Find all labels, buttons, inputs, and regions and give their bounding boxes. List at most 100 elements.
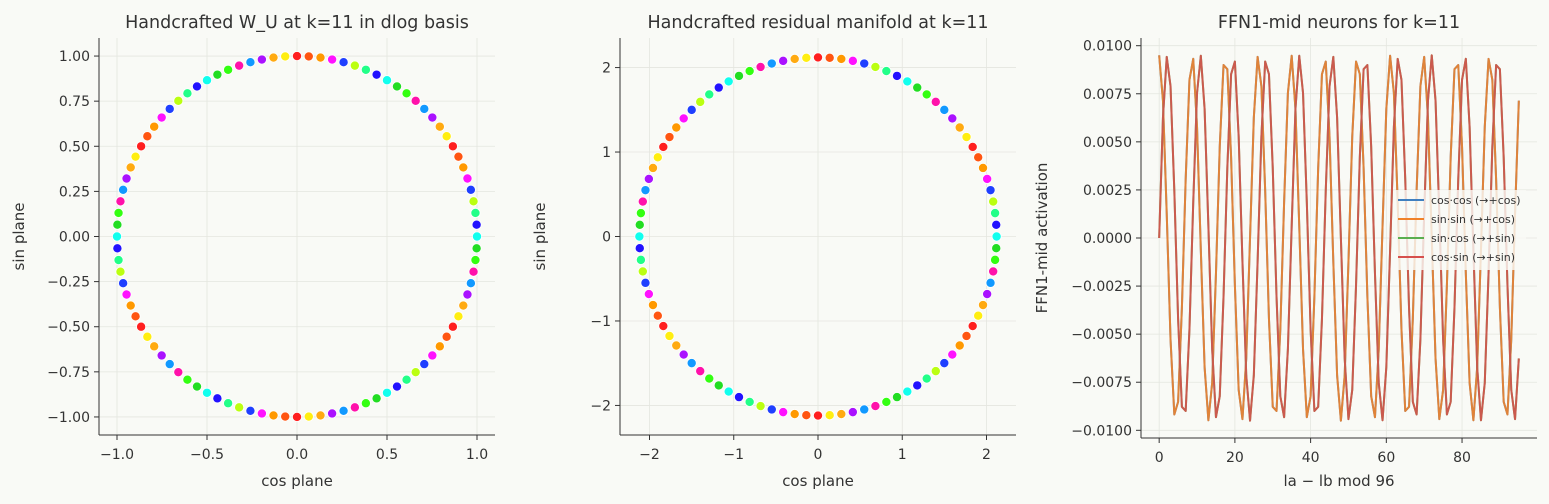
scatter-point bbox=[453, 151, 464, 162]
scatter-point bbox=[813, 410, 824, 421]
scatter-point bbox=[671, 122, 682, 133]
scatter-point bbox=[902, 386, 913, 397]
y-axis-label: sin plane bbox=[531, 203, 549, 271]
y-tick-label: −0.50 bbox=[47, 320, 90, 336]
scatter-point bbox=[836, 53, 847, 64]
scatter-point bbox=[664, 330, 675, 341]
scatter-point bbox=[991, 231, 1002, 242]
y-tick-label: 0 bbox=[602, 230, 611, 246]
scatter-point bbox=[637, 266, 648, 277]
scatter-point bbox=[634, 243, 645, 254]
scatter-point bbox=[447, 321, 458, 332]
scatter-point bbox=[268, 52, 279, 63]
scatter-point bbox=[471, 219, 482, 230]
scatter-point bbox=[671, 340, 682, 351]
scatter-point bbox=[635, 254, 646, 265]
scatter-point bbox=[156, 350, 167, 361]
y-tick-label: 0.25 bbox=[59, 184, 90, 200]
scatter-point bbox=[766, 404, 777, 415]
scatter-point bbox=[223, 398, 234, 409]
scatter-point bbox=[789, 409, 800, 420]
y-tick-label: 1.00 bbox=[59, 49, 90, 65]
scatter-point bbox=[349, 60, 360, 71]
scatter-point bbox=[113, 207, 124, 218]
x-tick-label: 2 bbox=[982, 447, 991, 463]
scatter-point bbox=[723, 386, 734, 397]
scatter-point bbox=[112, 231, 123, 242]
scatter-point bbox=[156, 112, 167, 123]
scatter-point bbox=[234, 60, 245, 71]
scatter-point bbox=[462, 289, 473, 300]
scatter-point bbox=[982, 289, 993, 300]
scatter-point bbox=[280, 51, 291, 62]
scatter-point bbox=[410, 367, 421, 378]
y-tick-label: 2 bbox=[602, 61, 611, 77]
scatter-point bbox=[121, 173, 132, 184]
scatter-point bbox=[967, 321, 978, 332]
scatter-point bbox=[113, 255, 124, 266]
scatter-point bbox=[182, 88, 193, 99]
scatter-point bbox=[990, 254, 1001, 265]
scatter-point bbox=[130, 311, 141, 322]
scatter-point bbox=[801, 410, 812, 421]
y-axis-label: FFN1-mid activation bbox=[1033, 163, 1051, 314]
scatter-point bbox=[912, 380, 923, 391]
scatter-point bbox=[115, 196, 126, 207]
chart-title: Handcrafted W_U at k=11 in dlog basis bbox=[125, 13, 469, 33]
scatter-point bbox=[836, 409, 847, 420]
scatter-point bbox=[973, 310, 984, 321]
x-axis-label: la − lb mod 96 bbox=[1283, 472, 1394, 490]
scatter-point bbox=[112, 243, 123, 254]
scatter-point bbox=[427, 112, 438, 123]
scatter-point bbox=[245, 57, 256, 68]
scatter-point bbox=[635, 208, 646, 219]
x-tick-label: 60 bbox=[1377, 450, 1395, 466]
scatter-point bbox=[991, 219, 1002, 230]
x-tick-label: 1.0 bbox=[466, 447, 488, 463]
scatter-point bbox=[801, 52, 812, 63]
scatter-point bbox=[427, 350, 438, 361]
scatter-point bbox=[652, 310, 663, 321]
scatter-point bbox=[212, 393, 223, 404]
x-tick-label: 0.5 bbox=[376, 447, 398, 463]
scatter-point bbox=[256, 408, 267, 419]
x-tick-label: −0.5 bbox=[190, 447, 224, 463]
scatter-point bbox=[470, 207, 481, 218]
scatter-point bbox=[268, 410, 279, 421]
scatter-point bbox=[921, 89, 932, 100]
panel-1: −1.0 −0.5 0.0 0.5 1.0 −1.00 −0.75 −0.50 −0.25 0.0… bbox=[10, 13, 495, 490]
y-tick-label: −0.0075 bbox=[1071, 375, 1132, 391]
scatter-point bbox=[381, 75, 392, 86]
scatter-point bbox=[142, 331, 153, 342]
scatter-point bbox=[303, 51, 314, 62]
scatter-point bbox=[392, 381, 403, 392]
scatter-point bbox=[142, 131, 153, 142]
scatter-point bbox=[315, 52, 326, 63]
x-tick-label: 20 bbox=[1226, 450, 1244, 466]
y-tick-label: 0.00 bbox=[59, 230, 90, 246]
scatter-point bbox=[704, 89, 715, 100]
scatter-point bbox=[789, 53, 800, 64]
scatter-point bbox=[381, 387, 392, 398]
scatter-point bbox=[961, 330, 972, 341]
scatter-point bbox=[755, 401, 766, 412]
scatter-point bbox=[733, 392, 744, 403]
scatter-point bbox=[115, 266, 126, 277]
chart-title: Handcrafted residual manifold at k=11 bbox=[647, 13, 988, 33]
scatter-point bbox=[733, 70, 744, 81]
scatter-point bbox=[647, 300, 658, 311]
scatter-point bbox=[695, 366, 706, 377]
y-tick-label: 0.75 bbox=[59, 94, 90, 110]
x-tick-label: −1 bbox=[723, 447, 744, 463]
x-tick-label: 40 bbox=[1302, 450, 1320, 466]
y-tick-label: 0.0050 bbox=[1083, 135, 1132, 151]
scatter-point bbox=[930, 96, 941, 107]
scatter-point bbox=[847, 407, 858, 418]
scatter-point bbox=[978, 300, 989, 311]
scatter-point bbox=[410, 95, 421, 106]
y-tick-label: −1.00 bbox=[47, 410, 90, 426]
scatter-point bbox=[991, 243, 1002, 254]
panel-2: −2 −1 0 1 2 −2 −1 0 1 2 Handcrafted residual manif… bbox=[531, 13, 1016, 490]
y-tick-label: 0.0000 bbox=[1083, 231, 1132, 247]
scatter-point bbox=[912, 82, 923, 93]
